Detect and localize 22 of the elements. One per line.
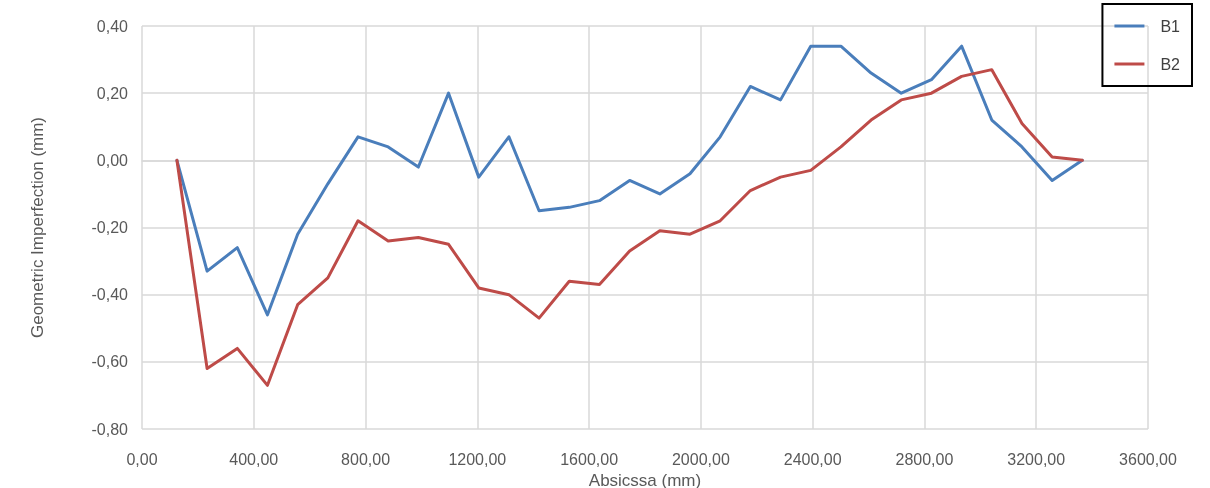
- x-tick-label: 2000,00: [671, 450, 730, 468]
- y-tick-label: -0,40: [91, 286, 129, 304]
- y-tick-label: -0,60: [91, 353, 129, 371]
- y-tick-label: 0,20: [96, 84, 129, 102]
- y-tick-label: 0,00: [96, 151, 129, 169]
- x-tick-label: 3200,00: [1007, 450, 1066, 468]
- y-axis-title: Geometric Imperfection (mm): [28, 116, 47, 339]
- line-series: [175, 44, 1084, 317]
- line-series: [175, 68, 1084, 387]
- legend-label: B1: [1160, 17, 1181, 35]
- x-tick-label: 1200,00: [448, 450, 507, 468]
- x-tick-label: 2400,00: [783, 450, 842, 468]
- x-tick-label: 800,00: [341, 450, 391, 468]
- x-tick-label: 2800,00: [895, 450, 954, 468]
- y-tick-label: -0,80: [91, 420, 129, 438]
- x-tick-label: 0,00: [126, 450, 158, 468]
- y-tick-label: -0,20: [91, 219, 129, 236]
- y-tick-label: 0,40: [96, 17, 129, 35]
- x-tick-label: 3600,00: [1119, 450, 1178, 468]
- x-tick-label: 1600,00: [560, 450, 619, 468]
- x-tick-label: 400,00: [229, 450, 279, 468]
- legend-label: B2: [1160, 55, 1181, 73]
